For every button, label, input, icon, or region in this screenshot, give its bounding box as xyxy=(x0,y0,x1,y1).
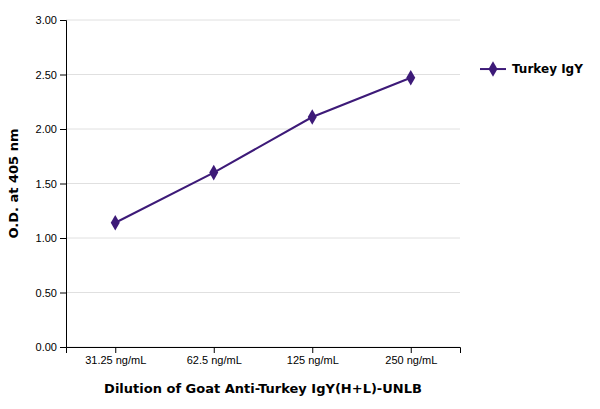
y-tick-mark xyxy=(60,129,66,130)
y-tick-label: 2.50 xyxy=(36,69,57,81)
y-tick: 2.00 xyxy=(36,123,66,135)
y-axis-line xyxy=(60,21,67,348)
x-axis-title: Dilution of Goat Anti-Turkey IgY(H+L)-UN… xyxy=(104,381,422,396)
y-tick-label: 1.00 xyxy=(36,232,57,244)
y-axis: 0.00 0.50 1.00 1.50 2.00 2.50 3.00 xyxy=(36,14,67,353)
legend-marker xyxy=(489,61,498,77)
marker xyxy=(111,215,120,231)
x-tick: 125 ng/mL xyxy=(287,347,339,366)
grid-line xyxy=(66,74,460,75)
x-axis: 31.25 ng/mL 62.5 ng/mL 125 ng/mL 250 ng/mL xyxy=(67,347,461,366)
x-tick-label: 250 ng/mL xyxy=(385,354,437,366)
y-tick: 1.50 xyxy=(36,178,66,190)
plot: 31.25 ng/mL 62.5 ng/mL 125 ng/mL 250 ng/mL 0… xyxy=(36,14,461,366)
x-tick-mark xyxy=(214,347,215,353)
y-tick: 3.00 xyxy=(36,14,66,26)
grid-line xyxy=(66,238,460,239)
marker xyxy=(406,70,415,86)
grid xyxy=(66,20,460,347)
y-axis-title: O.D. at 405 nm xyxy=(6,129,21,239)
y-tick-mark xyxy=(60,347,66,348)
y-tick-mark xyxy=(60,75,66,76)
y-tick-mark xyxy=(60,184,66,185)
legend-label: Turkey IgY xyxy=(512,62,583,76)
y-tick-label: 3.00 xyxy=(36,14,57,26)
y-tick-label: 0.50 xyxy=(36,287,57,299)
grid-line xyxy=(66,129,460,130)
marks xyxy=(111,70,415,231)
grid-line xyxy=(66,183,460,184)
chart: 31.25 ng/mL 62.5 ng/mL 125 ng/mL 250 ng/mL 0… xyxy=(0,0,600,409)
y-tick-mark xyxy=(60,238,66,239)
x-tick-label: 62.5 ng/mL xyxy=(187,354,242,366)
x-axis-line xyxy=(67,348,461,354)
x-tick-label: 31.25 ng/mL xyxy=(85,354,146,366)
y-tick: 2.50 xyxy=(36,69,66,81)
x-tick: 31.25 ng/mL xyxy=(85,347,146,366)
marker xyxy=(308,109,317,125)
x-tick-mark xyxy=(115,347,116,353)
grid-line xyxy=(66,292,460,293)
legend: Turkey IgY xyxy=(480,61,583,77)
y-tick-label: 0.00 xyxy=(36,341,57,353)
y-tick: 0.50 xyxy=(36,287,66,299)
legend-item: Turkey IgY xyxy=(480,61,583,77)
x-tick-label: 125 ng/mL xyxy=(287,354,339,366)
y-tick: 1.00 xyxy=(36,232,66,244)
y-tick-mark xyxy=(60,293,66,294)
x-tick: 250 ng/mL xyxy=(385,347,437,366)
marker xyxy=(209,165,218,181)
line xyxy=(115,78,411,223)
y-tick: 0.00 xyxy=(36,341,66,353)
y-tick-label: 2.00 xyxy=(36,123,57,135)
y-tick-label: 1.50 xyxy=(36,178,57,190)
x-tick-mark xyxy=(312,347,313,353)
y-tick-mark xyxy=(60,20,66,21)
grid-line xyxy=(66,20,460,21)
x-tick-mark xyxy=(411,347,412,353)
x-tick: 62.5 ng/mL xyxy=(187,347,242,366)
